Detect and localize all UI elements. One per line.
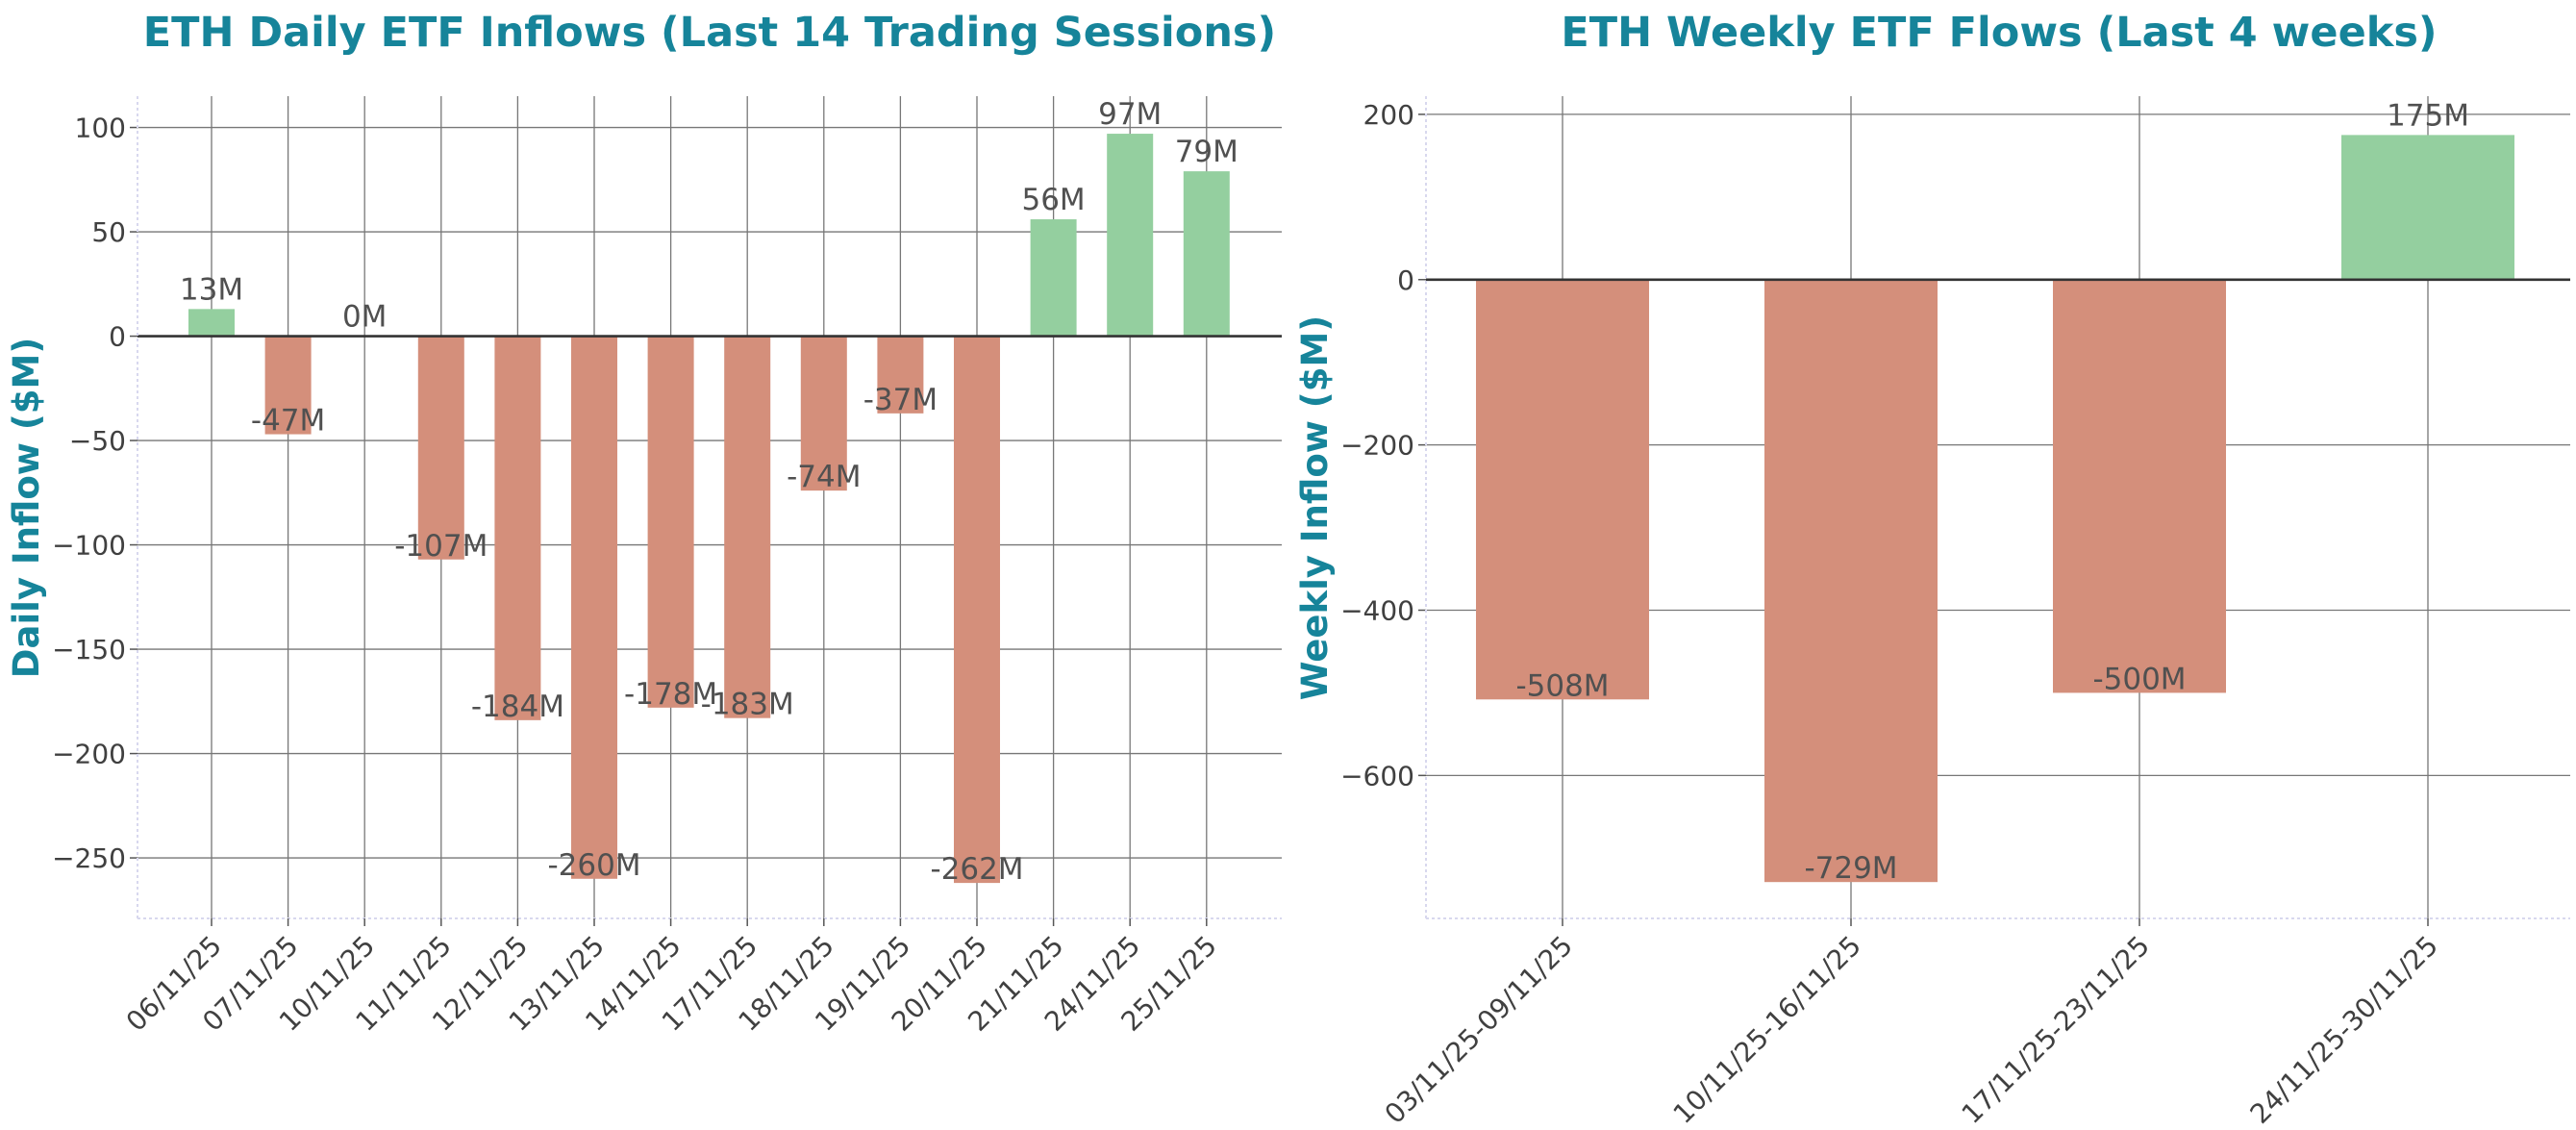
data-label: -262M	[930, 852, 1023, 887]
y-axis-label: Daily Inflow ($M)	[6, 338, 47, 678]
bar	[1183, 171, 1230, 337]
bar	[1476, 279, 1649, 700]
daily-inflows-chart: ETH Daily ETF Inflows (Last 14 Trading S…	[6, 9, 1282, 1038]
y-tick-label: −400	[1340, 594, 1414, 626]
bar	[571, 336, 617, 879]
weekly-flows-chart: ETH Weekly ETF Flows (Last 4 weeks) Week…	[1294, 9, 2570, 1130]
bar	[1764, 279, 1938, 883]
x-tick-label: 24/11/25-30/11/25	[2244, 930, 2444, 1130]
data-label: 97M	[1098, 97, 1162, 132]
y-tick-label: 0	[109, 321, 126, 353]
bar	[724, 336, 771, 718]
y-tick-label: −200	[52, 739, 126, 770]
data-label: -178M	[624, 677, 717, 712]
bar	[1107, 134, 1154, 337]
bar	[2053, 279, 2226, 693]
bar	[188, 309, 235, 337]
data-labels: 13M -47M 0M -107M -184M -260M -178M-183M -74M -3…	[180, 97, 1238, 887]
y-tick-label: −600	[1340, 760, 1414, 791]
bar	[954, 336, 1000, 884]
data-label: 13M	[180, 272, 243, 307]
y-tick-label: −250	[52, 842, 126, 874]
chart-title: ETH Daily ETF Inflows (Last 14 Trading S…	[143, 9, 1276, 57]
bars	[188, 134, 1230, 884]
y-tick-label: −50	[69, 425, 126, 457]
data-label: -500M	[2092, 662, 2186, 696]
data-label: -508M	[1515, 668, 1609, 703]
data-label: -183M	[701, 688, 794, 722]
y-tick-label: 100	[75, 113, 126, 144]
y-axis-label: Weekly Inflow ($M)	[1294, 315, 1336, 700]
data-labels: -508M -729M -500M 175M	[1515, 98, 2469, 886]
bars	[1476, 135, 2514, 883]
bar	[494, 336, 541, 720]
bar	[264, 336, 312, 435]
data-label: -47M	[251, 404, 325, 439]
bar	[800, 336, 847, 491]
data-label: -107M	[394, 529, 488, 564]
data-label: 56M	[1021, 183, 1085, 217]
data-label: 79M	[1175, 135, 1238, 169]
data-label: -184M	[471, 690, 564, 724]
bar	[2341, 135, 2514, 280]
y-tick-label: −100	[52, 530, 126, 562]
data-label: -74M	[787, 460, 861, 494]
bar	[1030, 219, 1077, 337]
data-label: 0M	[342, 300, 387, 335]
data-label: 175M	[2387, 98, 2469, 133]
y-tick-label: 50	[91, 216, 126, 248]
data-label: -729M	[1804, 851, 1897, 886]
x-tick-label: 17/11/25-23/11/25	[1956, 930, 2156, 1130]
bar	[417, 336, 464, 560]
x-tick-label: 03/11/25-09/11/25	[1379, 930, 1579, 1130]
data-label: -260M	[547, 848, 640, 883]
y-tick-label: −200	[1340, 430, 1414, 462]
y-tick-label: 0	[1397, 264, 1414, 296]
chart-title: ETH Weekly ETF Flows (Last 4 weeks)	[1561, 9, 2437, 57]
bar	[877, 336, 924, 414]
y-tick-label: −150	[52, 634, 126, 665]
y-tick-label: 200	[1363, 99, 1414, 131]
data-label: -37M	[863, 383, 938, 417]
x-tick-label: 10/11/25-16/11/25	[1667, 930, 1867, 1130]
bar	[647, 336, 694, 708]
